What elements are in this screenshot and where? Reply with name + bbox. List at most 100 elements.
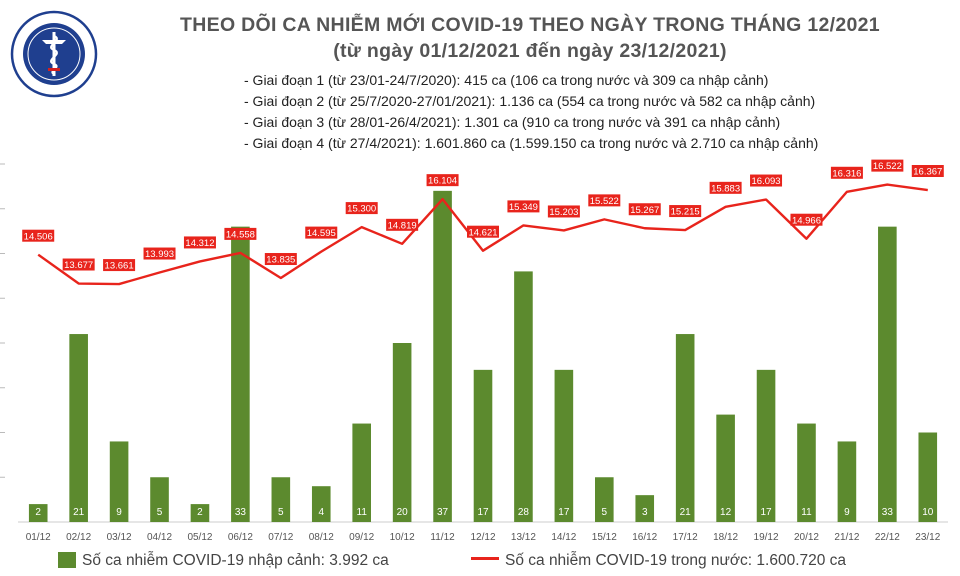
- title-line-1: THEO DÕI CA NHIỄM MỚI COVID-19 THEO NGÀY…: [180, 14, 880, 36]
- line-value-label: 13.993: [145, 249, 174, 260]
- bar: [433, 190, 452, 522]
- bar-value-label: 11: [357, 507, 368, 518]
- bar-value-label: 37: [437, 507, 449, 518]
- line-value-label-bg: [264, 253, 297, 266]
- x-tick-label: 07/12: [268, 532, 293, 543]
- line-value-label-bg: [386, 218, 419, 231]
- bar-value-label: 3: [642, 507, 648, 518]
- line-value-label-bg: [750, 174, 783, 187]
- x-tick-label: 02/12: [66, 532, 91, 543]
- line-value-label-bg: [871, 159, 904, 172]
- x-tick-label: 14/12: [551, 532, 576, 543]
- x-tick-label: 13/12: [511, 532, 536, 543]
- domestic-cases-line: [37, 183, 928, 286]
- bar: [28, 504, 48, 522]
- x-tick-label: 21/12: [834, 532, 859, 543]
- bar: [918, 432, 938, 522]
- x-tick-label: 08/12: [309, 532, 334, 543]
- line-value-label: 16.316: [832, 168, 861, 179]
- legend-bar-swatch: [58, 552, 76, 568]
- line-value-label-bg: [103, 259, 136, 272]
- line-value-label: 16.522: [873, 161, 902, 172]
- x-tick-label: 04/12: [147, 532, 172, 543]
- bar: [837, 441, 857, 522]
- line-value-label-bg: [426, 174, 459, 187]
- bar: [231, 226, 250, 522]
- line-value-label-bg: [911, 165, 944, 178]
- line-value-label: 16.367: [913, 167, 942, 178]
- bar: [352, 423, 371, 522]
- bar-value-label: 2: [197, 507, 203, 518]
- line-value-label-bg: [628, 203, 661, 216]
- line-value-label: 15.267: [630, 205, 659, 216]
- bar: [878, 226, 897, 522]
- line-value-label-bg: [183, 236, 216, 249]
- bar: [514, 271, 533, 522]
- legend-item-bar: Số ca nhiễm COVID-19 nhập cảnh: 3.992 ca: [58, 552, 389, 570]
- stage-3-text: - Giai đoạn 3 (từ 28/01-26/4/2021): 1.30…: [244, 114, 781, 130]
- bar-value-label: 5: [278, 507, 284, 518]
- x-tick-label: 01/12: [26, 532, 51, 543]
- legend-line-label: Số ca nhiễm COVID-19 trong nước: 1.600.7…: [505, 552, 847, 569]
- line-value-label-bg: [507, 200, 540, 213]
- x-tick-label: 06/12: [228, 532, 253, 543]
- bar-value-label: 5: [157, 507, 163, 518]
- bar-value-label: 12: [720, 507, 732, 518]
- line-value-label-bg: [830, 166, 863, 179]
- bar: [109, 441, 129, 522]
- line-value-label-bg: [709, 181, 742, 194]
- stage-4-text: - Giai đoạn 4 (từ 27/4/2021): 1.601.860 …: [244, 135, 819, 151]
- bar-value-label: 2: [35, 507, 41, 518]
- bar-value-label: 5: [602, 507, 608, 518]
- bar: [311, 486, 331, 522]
- legend: Số ca nhiễm COVID-19 nhập cảnh: 3.992 ca…: [58, 552, 950, 572]
- bar-value-label: 9: [844, 507, 850, 518]
- bar-value-label: 20: [397, 507, 409, 518]
- bar: [69, 334, 88, 522]
- bar: [271, 477, 291, 522]
- line-value-label-bg: [22, 229, 55, 242]
- bar-value-label: 10: [922, 507, 934, 518]
- line-value-label-bg: [224, 227, 257, 240]
- line-value-label: 15.522: [590, 196, 619, 207]
- line-value-label-bg: [547, 205, 580, 218]
- x-tick-label: 15/12: [592, 532, 617, 543]
- legend-bar-label: Số ca nhiễm COVID-19 nhập cảnh: 3.992 ca: [82, 552, 389, 569]
- x-tick-label: 09/12: [349, 532, 374, 543]
- stage-1-text: - Giai đoạn 1 (từ 23/01-24/7/2020): 415 …: [244, 72, 769, 88]
- legend-line-swatch: [471, 557, 499, 560]
- line-value-label: 15.215: [671, 207, 700, 218]
- bar-value-label: 9: [116, 507, 122, 518]
- bar: [150, 477, 169, 522]
- line-value-label: 14.312: [185, 238, 214, 249]
- bar: [190, 504, 210, 522]
- bar-value-label: 17: [760, 507, 772, 518]
- bar: [473, 369, 493, 522]
- line-value-label: 14.819: [388, 220, 417, 231]
- bar: [635, 495, 655, 522]
- line-value-label: 15.203: [549, 207, 578, 218]
- bar-value-label: 4: [318, 507, 324, 518]
- line-value-label: 15.883: [711, 183, 740, 194]
- bar: [756, 369, 776, 522]
- stage-2-text: - Giai đoạn 2 (từ 25/7/2020-27/01/2021):…: [244, 93, 816, 109]
- line-value-label-bg: [305, 226, 338, 239]
- x-tick-label: 18/12: [713, 532, 738, 543]
- bar-value-label: 17: [558, 507, 570, 518]
- line-value-label: 16.093: [752, 176, 781, 187]
- bar-value-label: 11: [801, 507, 812, 518]
- line-value-label: 14.595: [307, 228, 336, 239]
- line-value-label: 13.661: [105, 261, 134, 272]
- x-tick-label: 16/12: [632, 532, 657, 543]
- x-tick-label: 19/12: [754, 532, 779, 543]
- ministry-of-health-logo: [10, 10, 98, 98]
- bar: [675, 334, 695, 522]
- line-value-label: 14.621: [468, 227, 497, 238]
- x-tick-label: 20/12: [794, 532, 819, 543]
- line-value-label-bg: [467, 225, 499, 238]
- line-value-label: 14.558: [226, 229, 255, 240]
- line-value-label-bg: [345, 202, 378, 215]
- x-tick-label: 12/12: [470, 532, 495, 543]
- x-tick-label: 22/12: [875, 532, 900, 543]
